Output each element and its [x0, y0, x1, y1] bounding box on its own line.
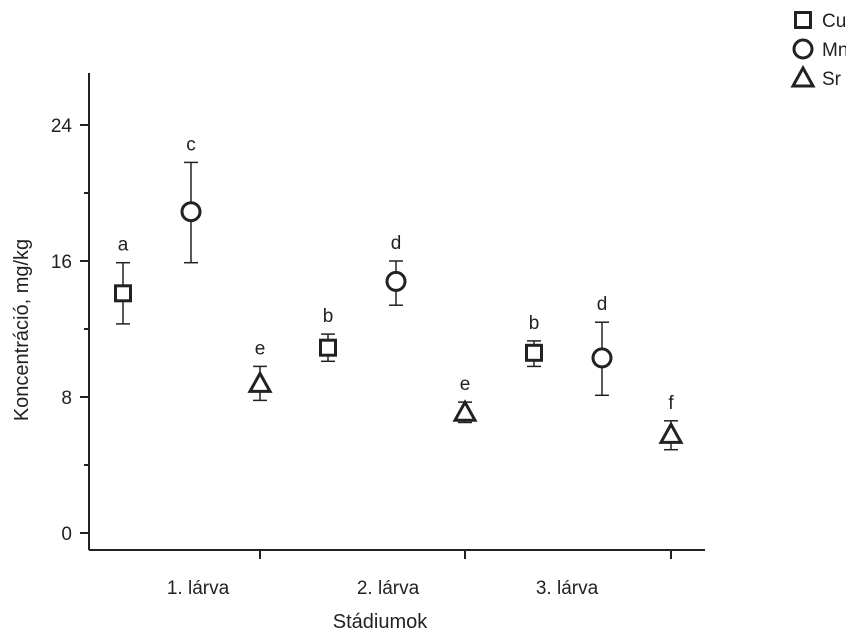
- x-tick-label: 1. lárva: [167, 578, 230, 599]
- significance-label: d: [391, 233, 402, 254]
- y-axis-title: Koncentráció, mg/kg: [11, 239, 33, 421]
- significance-labels: a b b c d d e e f: [118, 134, 675, 413]
- point-cu: [114, 284, 132, 303]
- point-cu: [525, 343, 543, 362]
- point-mn: [180, 201, 202, 223]
- significance-label: b: [323, 306, 334, 327]
- point-cu: [319, 338, 337, 357]
- legend-marker-cu: [794, 11, 812, 29]
- data-markers: [114, 201, 684, 444]
- significance-label: c: [186, 134, 196, 155]
- significance-label: d: [597, 294, 608, 315]
- x-tick-label: 3. lárva: [536, 578, 599, 599]
- x-axis-title: Stádiumok: [333, 611, 428, 633]
- significance-label: e: [460, 374, 471, 395]
- legend-marker-mn: [792, 38, 814, 60]
- legend-label-sr: Sr: [822, 69, 842, 90]
- y-ticks: 0 8 16 24: [51, 116, 89, 545]
- y-tick-label: 16: [51, 252, 72, 273]
- significance-label: e: [255, 338, 266, 359]
- point-sr: [658, 421, 684, 444]
- y-tick-label: 24: [51, 116, 73, 137]
- error-bars: [116, 161, 678, 451]
- point-mn: [591, 347, 613, 369]
- significance-label: a: [118, 235, 129, 256]
- legend-label-mn: Mn: [822, 40, 846, 61]
- y-tick-label: 8: [61, 388, 72, 409]
- significance-label: f: [668, 393, 674, 414]
- x-ticks: 1. lárva 2. lárva 3. lárva: [167, 550, 672, 599]
- point-sr: [452, 399, 478, 422]
- legend: Cu Mn Sr: [790, 11, 846, 90]
- point-sr: [247, 370, 273, 393]
- significance-label: b: [529, 313, 540, 334]
- x-tick-label: 2. lárva: [357, 578, 420, 599]
- y-tick-label: 0: [61, 524, 72, 545]
- point-mn: [385, 270, 407, 292]
- legend-label-cu: Cu: [822, 11, 846, 32]
- legend-marker-sr: [790, 64, 816, 88]
